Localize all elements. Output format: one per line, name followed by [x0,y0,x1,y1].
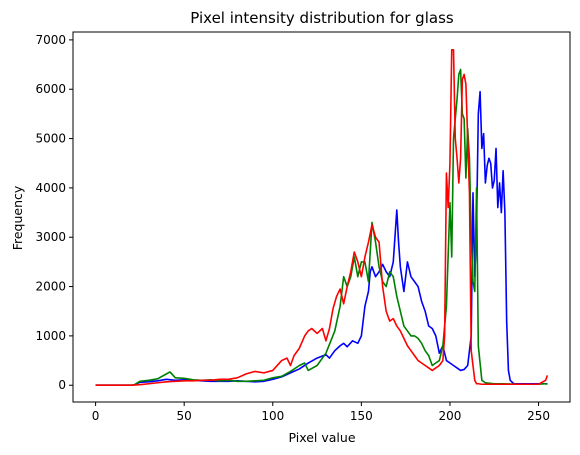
y-tick-label: 4000 [35,181,66,195]
chart-title: Pixel intensity distribution for glass [190,9,454,27]
x-tick-label: 0 [92,409,100,423]
x-tick-label: 250 [527,409,550,423]
y-tick-label: 6000 [35,82,66,96]
series-line-1 [95,90,548,387]
y-tick-label: 1000 [35,329,66,343]
y-axis-label: Frequency [10,185,25,250]
y-tick-label: 3000 [35,230,66,244]
x-axis: 0 50 100 150 200 250 [92,402,550,423]
x-tick-label: 150 [350,409,373,423]
series-line-2 [95,68,548,387]
x-tick-label: 50 [177,409,192,423]
series-layer [95,48,549,387]
y-tick-label: 0 [58,378,66,392]
x-tick-label: 200 [439,409,462,423]
series-line-3 [95,48,549,387]
y-tick-label: 7000 [35,33,66,47]
y-axis: 0 1000 2000 3000 4000 5000 6000 7000 [35,33,73,392]
y-tick-label: 2000 [35,280,66,294]
x-tick-label: 100 [261,409,284,423]
plot-area [72,31,571,403]
x-axis-label: Pixel value [288,430,355,445]
y-tick-label: 5000 [35,132,66,146]
plot-frame [72,31,571,403]
